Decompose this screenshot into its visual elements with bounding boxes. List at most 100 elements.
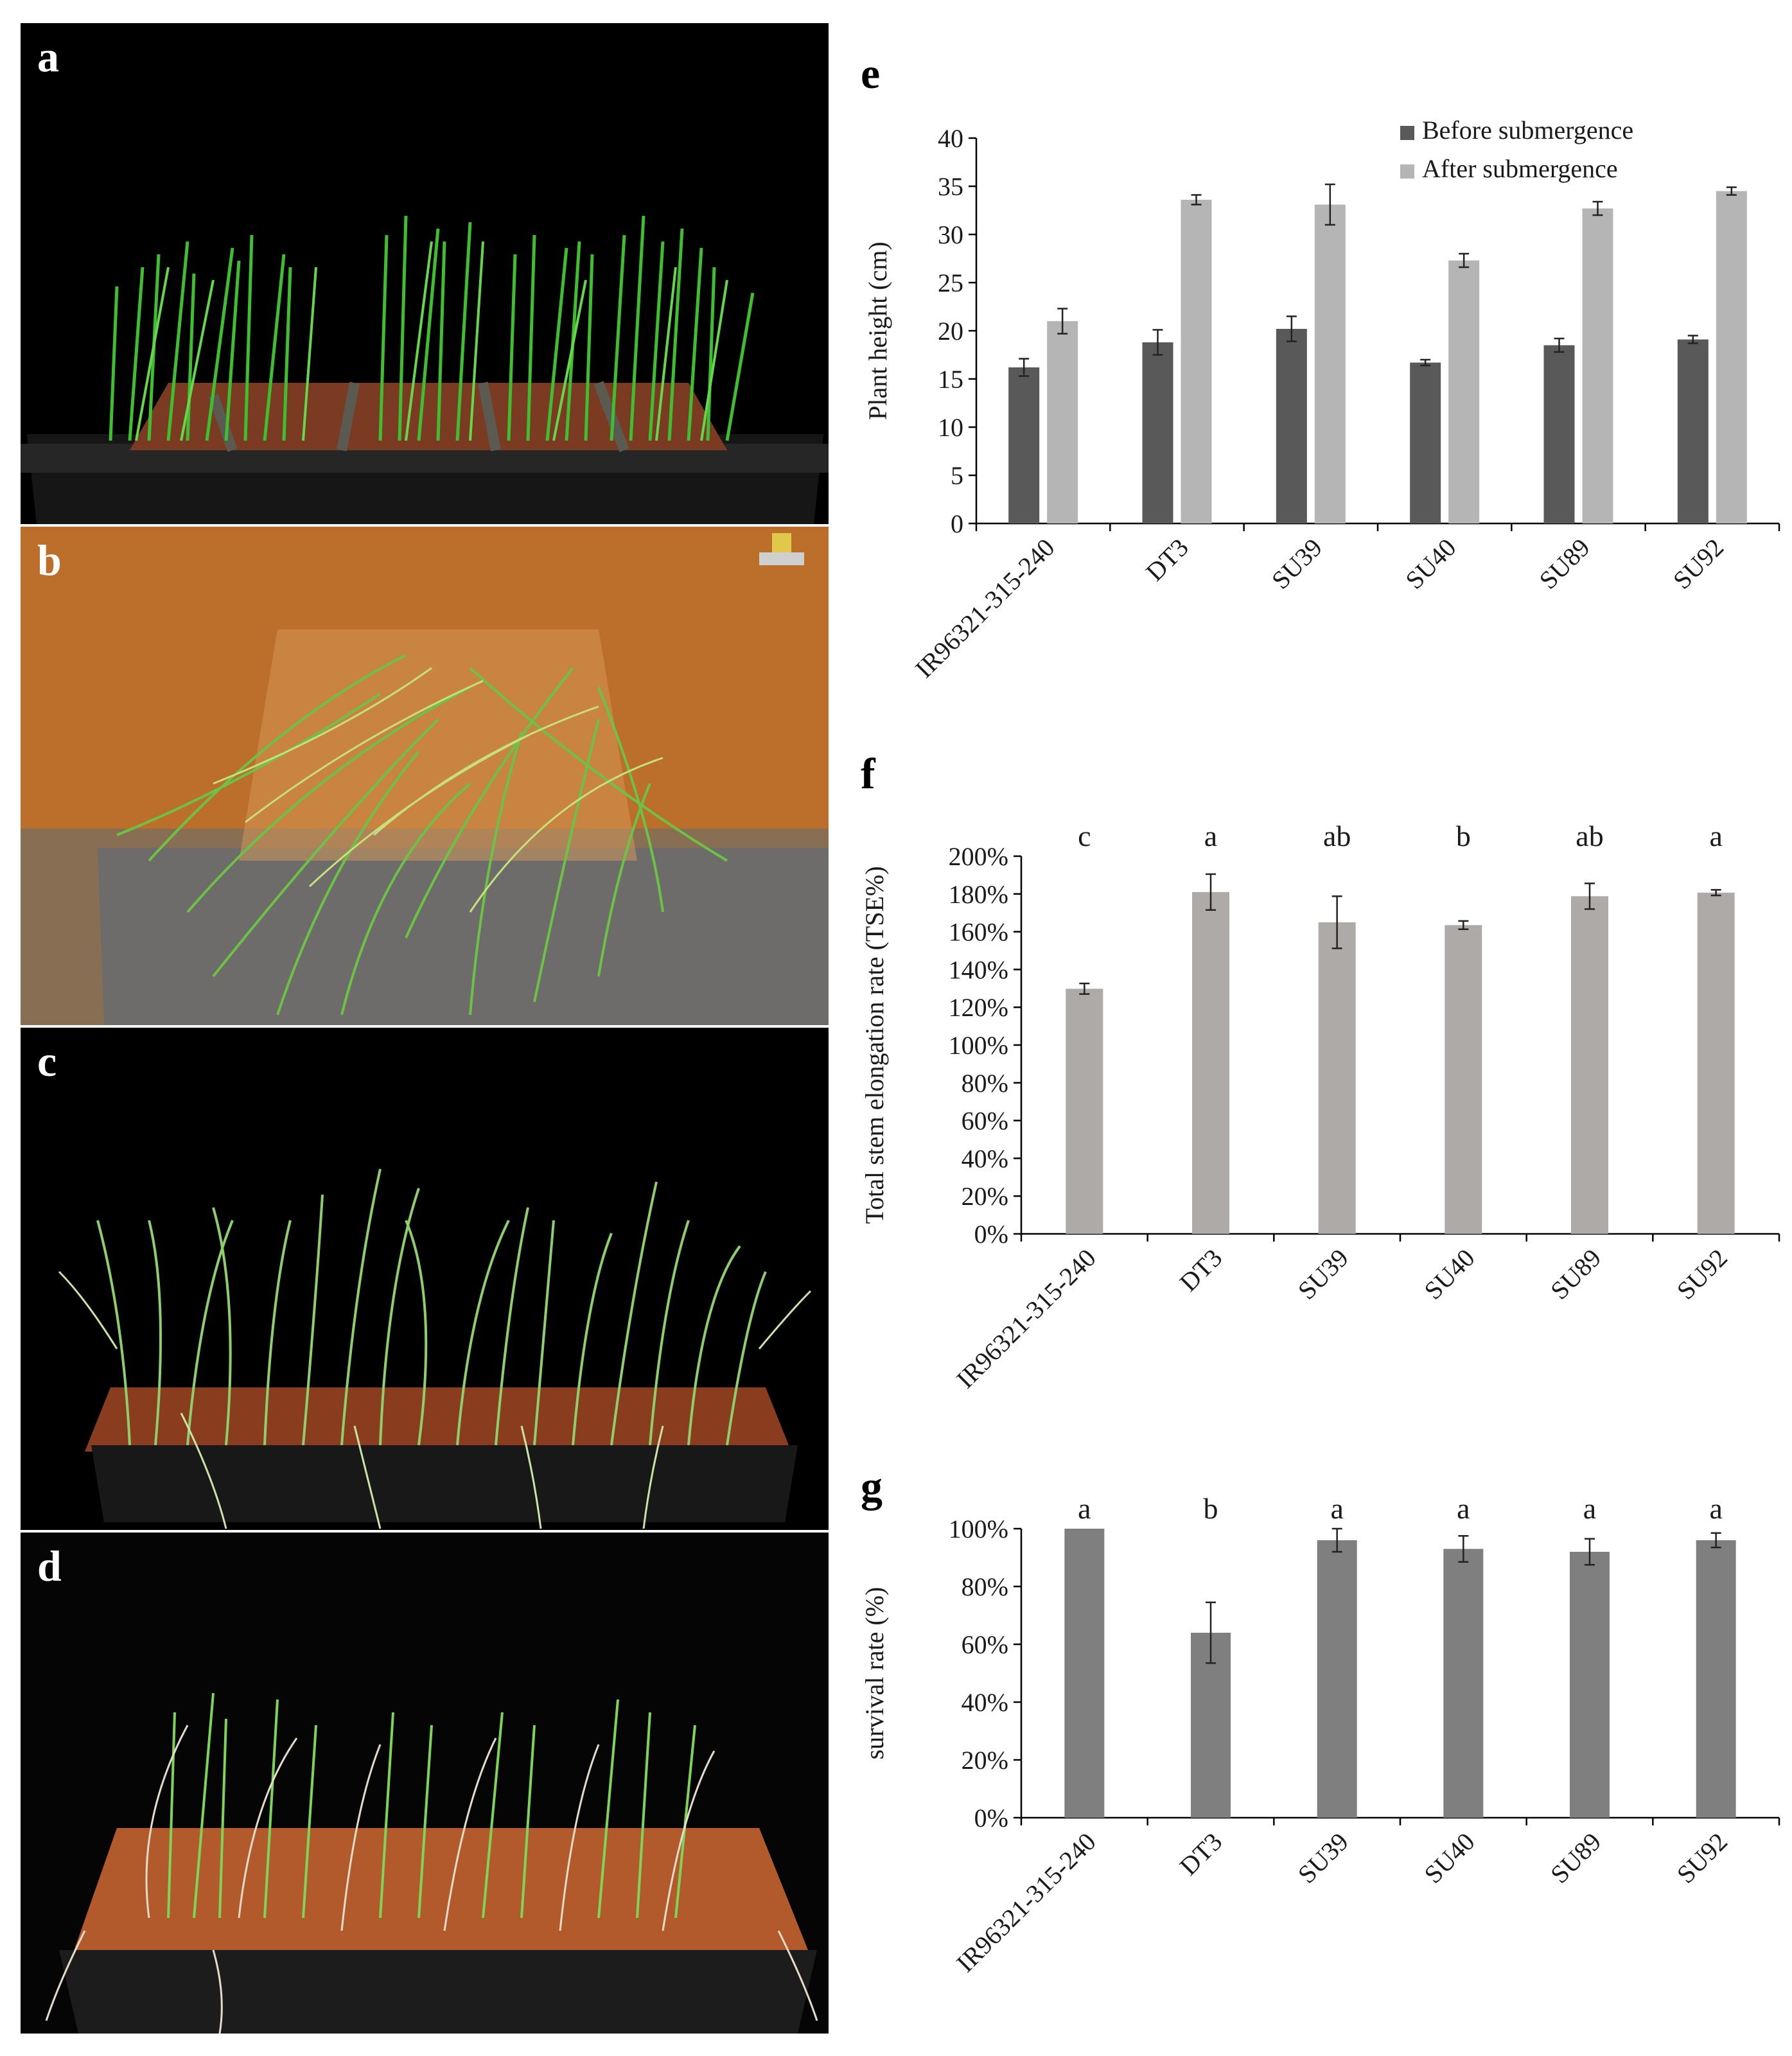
x-category-label: SU40 — [1418, 1243, 1480, 1305]
x-category-label: SU89 — [1545, 1243, 1606, 1305]
y-tick-label: 80% — [962, 1069, 1008, 1098]
y-tick-label: 15 — [938, 365, 963, 394]
panel-label-f: f — [861, 749, 875, 798]
bar — [1697, 892, 1735, 1234]
significance-letter: c — [1078, 820, 1091, 852]
bar — [1064, 1529, 1105, 1818]
bar — [1716, 191, 1747, 523]
photo-panel-b: b — [21, 527, 829, 1025]
y-tick-label: 20% — [962, 1746, 1008, 1775]
significance-letter: b — [1456, 820, 1471, 852]
bar — [1181, 200, 1212, 523]
x-category-label: SU92 — [1667, 533, 1729, 595]
y-axis-label: Total stem elongation rate (TSE%) — [860, 866, 889, 1224]
y-tick-label: 160% — [949, 918, 1008, 947]
panel-label-g: g — [861, 1462, 883, 1511]
y-tick-label: 40 — [938, 124, 963, 153]
significance-letter: a — [1078, 1492, 1091, 1525]
significance-letter: a — [1204, 820, 1217, 852]
panel-label-e: e — [861, 49, 881, 98]
x-category-label: DT3 — [1174, 1827, 1228, 1881]
y-tick-label: 0 — [951, 509, 963, 538]
bar — [1543, 345, 1575, 523]
x-category-label: IR96321-315-240 — [909, 533, 1060, 684]
y-tick-label: 20 — [938, 317, 963, 346]
y-tick-label: 100% — [949, 1515, 1008, 1543]
photo-panel-a: a — [21, 23, 829, 524]
significance-letter: ab — [1576, 820, 1603, 852]
bar — [1570, 1552, 1610, 1818]
y-tick-label: 0% — [974, 1804, 1008, 1832]
x-category-label: SU92 — [1671, 1243, 1733, 1305]
significance-letter: a — [1457, 1492, 1470, 1525]
bar — [1047, 321, 1078, 523]
y-tick-label: 40% — [962, 1144, 1008, 1173]
panel-label-b: b — [37, 536, 62, 584]
x-category-label: SU40 — [1400, 533, 1461, 595]
bar — [1276, 329, 1307, 523]
bar — [1008, 367, 1040, 523]
y-tick-label: 20% — [962, 1182, 1008, 1211]
y-tick-label: 100% — [949, 1031, 1008, 1060]
y-axis-label: Plant height (cm) — [863, 242, 892, 420]
panel-label-a: a — [37, 32, 59, 81]
y-tick-label: 10 — [938, 413, 963, 442]
bar — [1696, 1540, 1736, 1818]
bar — [1443, 1549, 1484, 1818]
x-category-label: SU89 — [1534, 533, 1595, 595]
bar — [1410, 362, 1441, 523]
seedlings-tray-before-image — [21, 23, 829, 524]
y-tick-label: 0% — [974, 1220, 1008, 1249]
y-tick-label: 25 — [938, 268, 963, 297]
x-category-label: SU39 — [1266, 533, 1328, 595]
bar — [1192, 892, 1229, 1234]
photo-panel-d: d — [21, 1533, 829, 2034]
photo-panel-c: c — [21, 1028, 829, 1530]
x-category-label: SU40 — [1418, 1827, 1480, 1889]
legend-label: Before submergence — [1422, 116, 1633, 145]
y-tick-label: 120% — [949, 993, 1008, 1022]
bar — [1317, 1540, 1357, 1818]
bar — [1314, 204, 1346, 523]
y-tick-label: 140% — [949, 955, 1008, 984]
y-tick-label: 5 — [951, 461, 963, 490]
legend-swatch — [1400, 126, 1414, 140]
y-tick-label: 40% — [962, 1688, 1008, 1717]
x-category-label: IR96321-315-240 — [951, 1827, 1102, 1978]
bar — [1318, 922, 1356, 1234]
significance-letter: b — [1204, 1492, 1218, 1525]
x-category-label: DT3 — [1174, 1243, 1228, 1297]
legend-swatch — [1400, 164, 1414, 179]
bar — [1142, 342, 1173, 523]
y-tick-label: 35 — [938, 172, 963, 201]
y-tick-label: 180% — [949, 880, 1008, 909]
significance-letter: a — [1709, 1492, 1722, 1525]
seedlings-after-submergence-image — [21, 1028, 829, 1530]
bar — [1445, 925, 1482, 1234]
y-axis-label: survival rate (%) — [860, 1587, 889, 1760]
x-category-label: SU39 — [1292, 1827, 1354, 1889]
bar — [1677, 339, 1709, 523]
x-category-label: IR96321-315-240 — [951, 1243, 1102, 1394]
y-tick-label: 30 — [938, 220, 963, 249]
significance-letter: ab — [1323, 820, 1351, 852]
significance-letter: a — [1583, 1492, 1596, 1525]
stem-elongation-chart: 0% 20% 40% 60% 80% 100% 120% 140% 160% 180% 200% To… — [860, 820, 1780, 1394]
plant-height-chart: 0 5 10 15 20 25 30 35 40 Plant height (cm) IR96321… — [863, 116, 1780, 684]
legend-label: After submergence — [1422, 154, 1618, 183]
seedlings-recovery-image — [21, 1533, 829, 2034]
x-category-label: SU39 — [1292, 1243, 1354, 1305]
bar — [1448, 260, 1480, 523]
x-category-label: SU92 — [1671, 1827, 1733, 1889]
bar — [1066, 988, 1103, 1234]
x-category-label: SU89 — [1545, 1827, 1606, 1889]
survival-rate-chart: 0% 20% 40% 60% 80% 100% survival rate (%) a IR96… — [860, 1492, 1780, 1978]
y-tick-label: 60% — [962, 1630, 1008, 1659]
y-tick-label: 60% — [962, 1107, 1008, 1136]
bar — [1571, 896, 1608, 1234]
panel-label-d: d — [37, 1542, 62, 1590]
y-tick-label: 80% — [962, 1572, 1008, 1601]
submerged-seedlings-image — [21, 527, 829, 1025]
y-tick-label: 200% — [949, 842, 1008, 871]
panel-label-c: c — [37, 1037, 57, 1085]
